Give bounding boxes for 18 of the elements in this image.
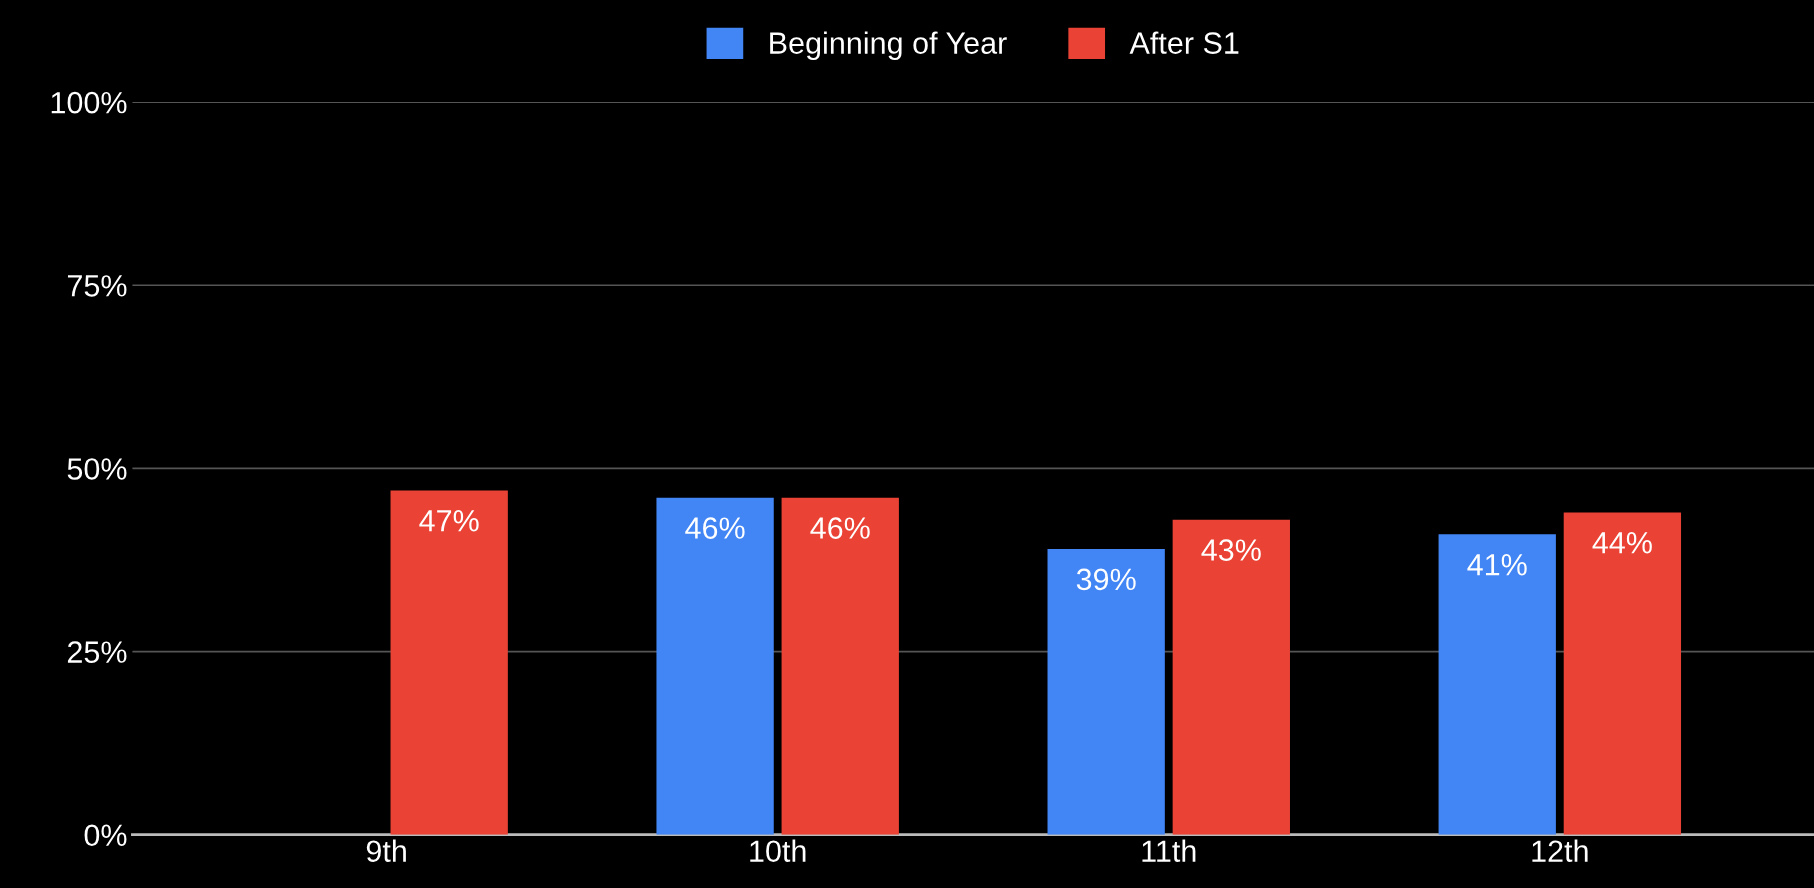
x-tick-label: 9th [366, 839, 406, 863]
data-label: 41% [1467, 554, 1527, 576]
legend-label: After S1 [1129, 31, 1239, 54]
data-label: 39% [1076, 568, 1136, 591]
y-tick-label: 0% [84, 824, 127, 847]
x-tick-label: 12th [1532, 839, 1588, 862]
data-label: 47% [419, 510, 479, 532]
data-label: 46% [810, 517, 870, 539]
x-tick-label: 10th [750, 839, 806, 863]
y-tick-label: 100% [51, 91, 127, 114]
y-tick-label: 25% [67, 641, 127, 663]
data-label: 43% [1201, 539, 1261, 561]
y-tick-label: 50% [67, 458, 127, 480]
data-label: 44% [1592, 532, 1652, 554]
y-tick-label: 75% [67, 275, 127, 297]
data-label: 46% [685, 517, 745, 539]
x-tick-label: 11th [1142, 839, 1196, 862]
legend-label: Beginning of Year [770, 31, 1007, 60]
